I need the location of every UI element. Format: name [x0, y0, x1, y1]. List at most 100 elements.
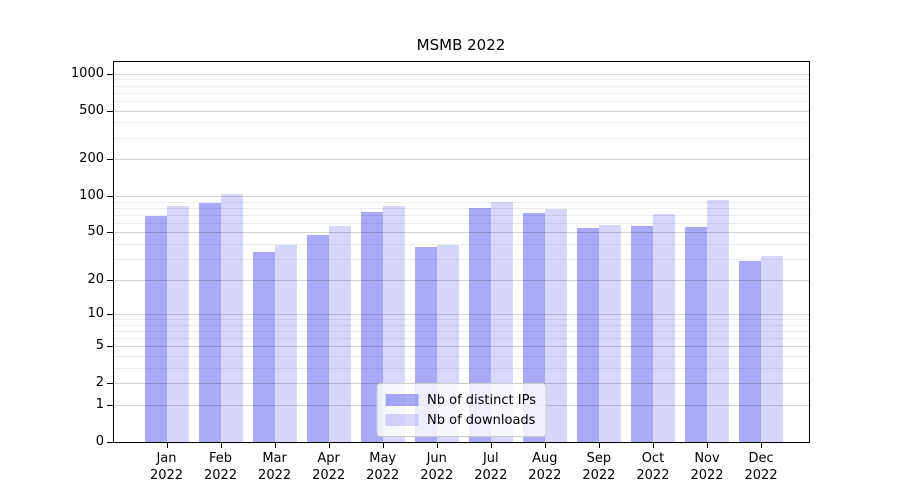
legend-label: Nb of downloads	[427, 412, 536, 428]
bar-mar-ips	[252, 252, 275, 442]
y-tick-mark	[107, 196, 113, 197]
y-tick-label: 2	[95, 375, 104, 390]
x-tick-mark	[166, 442, 168, 448]
legend-label: Nb of distinct IPs	[427, 392, 536, 408]
x-tick-year: 2022	[744, 468, 778, 483]
x-tick-mark	[436, 442, 438, 448]
y-tick-label: 200	[79, 151, 104, 166]
x-tick-year: 2022	[528, 468, 562, 483]
x-tick-year: 2022	[420, 468, 454, 483]
x-tick-mark	[490, 442, 492, 448]
x-tick-year: 2022	[690, 468, 724, 483]
y-tick-mark	[107, 232, 113, 233]
x-tick-mark	[761, 442, 763, 448]
bar-mar-downloads	[274, 245, 297, 442]
y-tick-label: 1000	[70, 66, 104, 81]
x-tick-year: 2022	[636, 468, 670, 483]
legend-swatch	[385, 394, 419, 406]
legend-swatch	[385, 414, 419, 426]
plot-area: 0 1 2 5 10 20 50 100 200 500 1000 Jan 2022 Feb 2022 Ma…	[71, 61, 810, 483]
bar-sep-ips	[576, 228, 599, 442]
x-tick-year: 2022	[474, 468, 508, 483]
x-tick-mark	[382, 442, 384, 448]
bar-dec-downloads	[761, 255, 784, 442]
bar-jan-downloads	[166, 206, 189, 442]
y-tick-mark	[107, 111, 113, 112]
y-tick-mark	[107, 314, 113, 315]
x-tick-mark	[544, 442, 546, 448]
x-tick-label-aug: Aug 2022	[528, 450, 561, 484]
x-tick-label-jan: Jan 2022	[150, 450, 183, 484]
x-tick-year: 2022	[582, 468, 616, 483]
legend-item: Nb of distinct IPs	[385, 390, 536, 410]
x-tick-month: Oct	[641, 451, 665, 466]
bar-apr-downloads	[328, 225, 351, 442]
x-tick-month: Aug	[532, 451, 558, 466]
x-tick-year: 2022	[258, 468, 292, 483]
y-tick-label: 500	[79, 103, 104, 118]
x-tick-mark	[274, 442, 276, 448]
bar-oct-ips	[630, 225, 653, 442]
bar-nov-ips	[685, 227, 707, 442]
plot-inner: 0 1 2 5 10 20 50 100 200 500 1000 Jan 2022 Feb 2022 Ma…	[71, 62, 809, 483]
y-tick-label: 5	[95, 338, 104, 353]
y-tick-label: 20	[87, 272, 104, 287]
bar-apr-ips	[306, 234, 329, 442]
bar-sep-downloads	[598, 224, 621, 442]
y-tick-label: 10	[87, 306, 104, 321]
x-tick-month: Sep	[586, 451, 612, 466]
y-tick-mark	[107, 442, 113, 443]
x-tick-month: Jun	[426, 451, 447, 466]
x-tick-label-apr: Apr 2022	[312, 450, 345, 484]
y-tick-label: 50	[87, 224, 104, 239]
x-tick-mark	[652, 442, 654, 448]
x-tick-month: Nov	[694, 451, 720, 466]
chart-title: MSMB 2022	[416, 36, 506, 54]
legend: Nb of distinct IPs Nb of downloads	[376, 383, 547, 437]
x-tick-year: 2022	[149, 468, 184, 483]
y-tick-mark	[107, 74, 113, 75]
x-tick-month: Feb	[209, 451, 233, 466]
bar-feb-downloads	[220, 194, 243, 442]
x-tick-year: 2022	[312, 468, 346, 483]
y-tick-mark	[107, 159, 113, 160]
y-tick-label: 100	[79, 188, 104, 203]
x-tick-mark	[220, 442, 222, 448]
x-tick-month: Jul	[482, 451, 499, 466]
bar-feb-ips	[198, 202, 221, 442]
x-tick-label-sep: Sep 2022	[582, 450, 615, 484]
bar-may-downloads	[382, 205, 405, 442]
x-tick-year: 2022	[204, 468, 238, 483]
x-tick-label-jul: Jul 2022	[474, 450, 507, 484]
x-tick-label-may: May 2022	[366, 450, 399, 484]
x-tick-month: Apr	[317, 451, 340, 466]
bar-aug-downloads	[544, 209, 567, 442]
y-tick-mark	[107, 346, 113, 347]
x-tick-label-feb: Feb 2022	[204, 450, 237, 484]
x-tick-mark	[328, 442, 330, 448]
x-tick-label-oct: Oct 2022	[636, 450, 669, 484]
bar-jul-downloads	[490, 201, 513, 442]
x-tick-mark	[707, 442, 708, 448]
y-tick-mark	[107, 383, 113, 384]
bar-dec-ips	[739, 260, 762, 442]
x-tick-label-mar: Mar 2022	[258, 450, 291, 484]
x-tick-year: 2022	[366, 468, 400, 483]
y-tick-mark	[107, 280, 113, 281]
x-tick-label-dec: Dec 2022	[745, 450, 778, 484]
bar-oct-downloads	[652, 214, 675, 442]
x-tick-label-nov: Nov 2022	[690, 450, 723, 484]
y-tick-mark	[107, 405, 113, 406]
x-tick-month: May	[369, 451, 397, 466]
y-tick-label: 1	[95, 397, 104, 412]
x-tick-month: Dec	[748, 451, 774, 466]
bar-jan-ips	[144, 216, 167, 442]
bar-nov-downloads	[707, 200, 729, 442]
y-tick-label: 0	[95, 434, 104, 449]
x-tick-month: Jan	[156, 451, 177, 466]
x-tick-label-jun: Jun 2022	[420, 450, 453, 484]
x-tick-month: Mar	[262, 451, 287, 466]
x-tick-mark	[598, 442, 600, 448]
legend-item: Nb of downloads	[385, 410, 536, 430]
